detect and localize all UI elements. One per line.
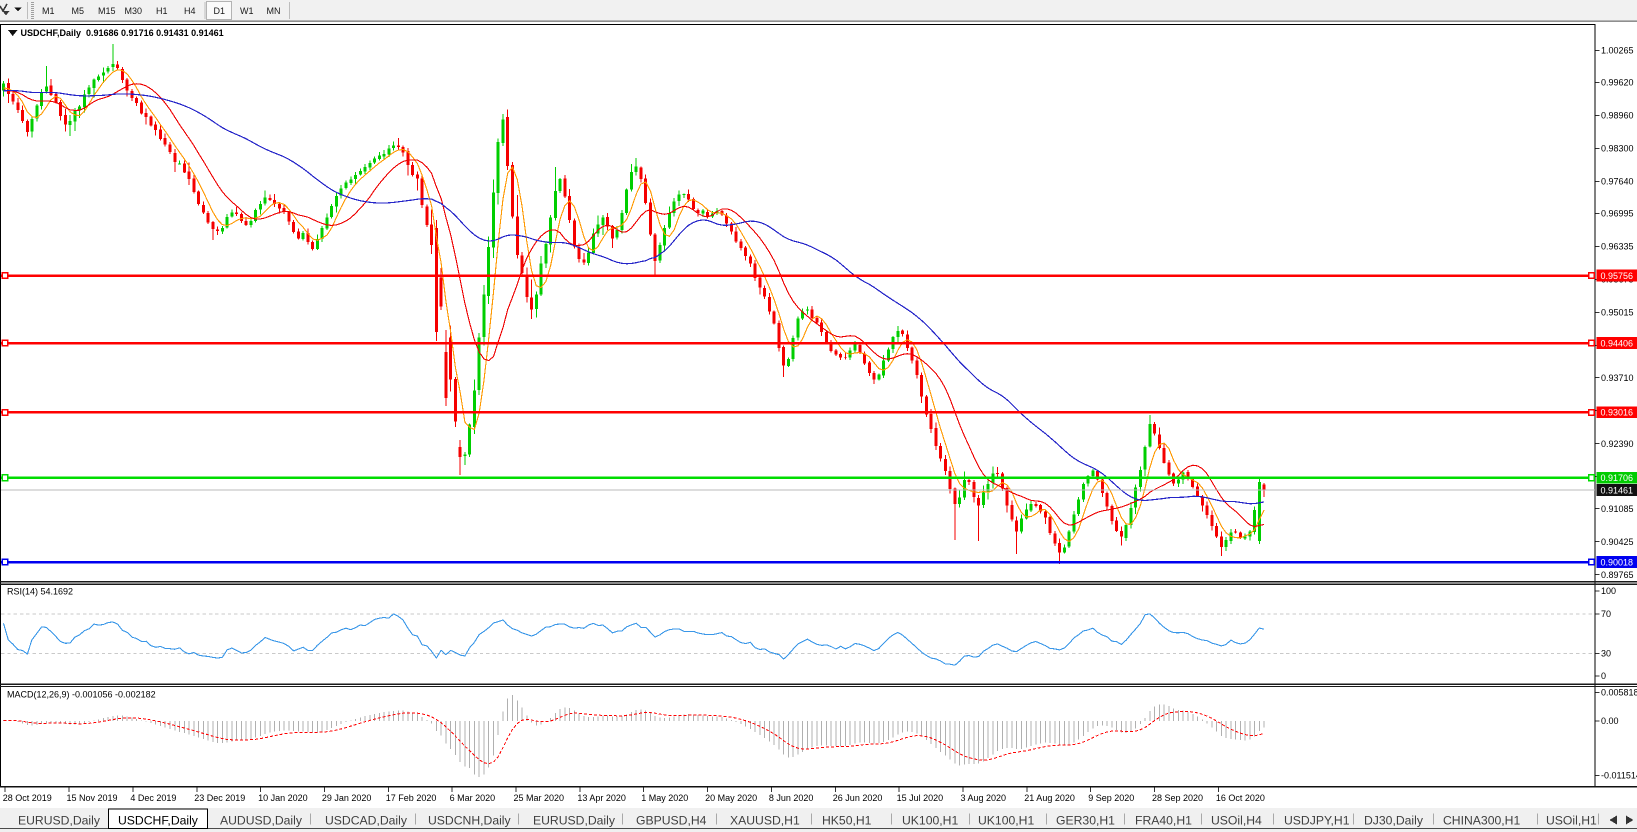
svg-text:0.91461: 0.91461 [1601,485,1634,495]
svg-text:M30: M30 [125,6,143,16]
svg-text:USOil,H4: USOil,H4 [1211,813,1262,827]
svg-text:15 Jul 2020: 15 Jul 2020 [897,793,944,803]
svg-text:28 Oct 2019: 28 Oct 2019 [3,793,52,803]
svg-text:100: 100 [1601,586,1616,596]
svg-text:0.97640: 0.97640 [1601,177,1634,187]
svg-text:0.92390: 0.92390 [1601,439,1634,449]
svg-text:0.91706: 0.91706 [1601,473,1634,483]
svg-text:70: 70 [1601,609,1611,619]
svg-text:0.89765: 0.89765 [1601,570,1634,580]
svg-text:USDCNH,Daily: USDCNH,Daily [428,813,512,827]
svg-text:USDCHF,Daily: USDCHF,Daily [118,813,199,827]
svg-text:GBPUSD,H4: GBPUSD,H4 [636,813,707,827]
svg-text:H4: H4 [184,6,196,16]
svg-text:H1: H1 [156,6,168,16]
svg-text:16 Oct 2020: 16 Oct 2020 [1216,793,1265,803]
svg-text:29 Jan 2020: 29 Jan 2020 [322,793,372,803]
svg-text:0.96335: 0.96335 [1601,242,1634,252]
svg-text:0.91085: 0.91085 [1601,504,1634,514]
svg-text:6 Mar 2020: 6 Mar 2020 [450,793,496,803]
svg-text:EURUSD,Daily: EURUSD,Daily [18,813,101,827]
svg-text:0.005818: 0.005818 [1601,688,1637,698]
svg-text:0.95015: 0.95015 [1601,308,1634,318]
svg-text:UK100,H1: UK100,H1 [902,813,958,827]
svg-text:0.96995: 0.96995 [1601,209,1634,219]
svg-text:3 Aug 2020: 3 Aug 2020 [961,793,1007,803]
svg-text:EURUSD,Daily: EURUSD,Daily [533,813,616,827]
svg-text:8 Jun 2020: 8 Jun 2020 [769,793,814,803]
svg-text:0.99620: 0.99620 [1601,78,1634,88]
svg-text:RSI(14) 54.1692: RSI(14) 54.1692 [7,587,73,597]
svg-text:M1: M1 [42,6,55,16]
svg-text:0.95756: 0.95756 [1601,271,1634,281]
svg-text:0.93710: 0.93710 [1601,373,1634,383]
svg-text:XAUUSD,H1: XAUUSD,H1 [730,813,800,827]
svg-text:15 Nov 2019: 15 Nov 2019 [67,793,118,803]
svg-text:21 Aug 2020: 21 Aug 2020 [1024,793,1075,803]
svg-text:9 Sep 2020: 9 Sep 2020 [1088,793,1134,803]
svg-text:USDCHF,Daily 0.91686 0.91716: USDCHF,Daily 0.91686 0.91716 0.91431 0.9… [21,28,224,38]
svg-text:USOil,H1: USOil,H1 [1546,813,1597,827]
svg-text:DJ30,Daily: DJ30,Daily [1364,813,1424,827]
svg-text:UK100,H1: UK100,H1 [978,813,1034,827]
svg-text:0.98960: 0.98960 [1601,111,1634,121]
svg-text:13 Apr 2020: 13 Apr 2020 [577,793,626,803]
svg-text:0.90018: 0.90018 [1601,557,1634,567]
svg-text:4 Dec 2019: 4 Dec 2019 [130,793,176,803]
svg-text:20 May 2020: 20 May 2020 [705,793,757,803]
svg-text:-0.011514: -0.011514 [1601,771,1637,781]
svg-text:D1: D1 [214,6,226,16]
svg-text:M15: M15 [98,6,116,16]
svg-text:1 May 2020: 1 May 2020 [641,793,688,803]
svg-text:10 Jan 2020: 10 Jan 2020 [258,793,308,803]
svg-text:1.00265: 1.00265 [1601,46,1634,56]
svg-text:0.94406: 0.94406 [1601,338,1634,348]
svg-text:17 Feb 2020: 17 Feb 2020 [386,793,437,803]
svg-text:USDCAD,Daily: USDCAD,Daily [325,813,408,827]
svg-text:28 Sep 2020: 28 Sep 2020 [1152,793,1203,803]
svg-text:30: 30 [1601,649,1611,659]
svg-text:MN: MN [267,6,281,16]
svg-text:AUDUSD,Daily: AUDUSD,Daily [220,813,303,827]
svg-text:M5: M5 [72,6,85,16]
svg-text:23 Dec 2019: 23 Dec 2019 [194,793,245,803]
svg-text:MACD(12,26,9) -0.001056 -0.002: MACD(12,26,9) -0.001056 -0.002182 [7,689,156,699]
svg-text:0.98300: 0.98300 [1601,144,1634,154]
svg-text:FRA40,H1: FRA40,H1 [1135,813,1192,827]
svg-text:26 Jun 2020: 26 Jun 2020 [833,793,883,803]
svg-text:0.90425: 0.90425 [1601,537,1634,547]
svg-text:0: 0 [1601,671,1606,681]
svg-text:0.93016: 0.93016 [1601,408,1634,418]
svg-text:GER30,H1: GER30,H1 [1056,813,1115,827]
svg-text:25 Mar 2020: 25 Mar 2020 [514,793,565,803]
svg-text:CHINA300,H1: CHINA300,H1 [1443,813,1520,827]
svg-text:USDJPY,H1: USDJPY,H1 [1284,813,1350,827]
svg-text:HK50,H1: HK50,H1 [822,813,872,827]
svg-text:W1: W1 [240,6,254,16]
svg-text:0.00: 0.00 [1601,716,1619,726]
